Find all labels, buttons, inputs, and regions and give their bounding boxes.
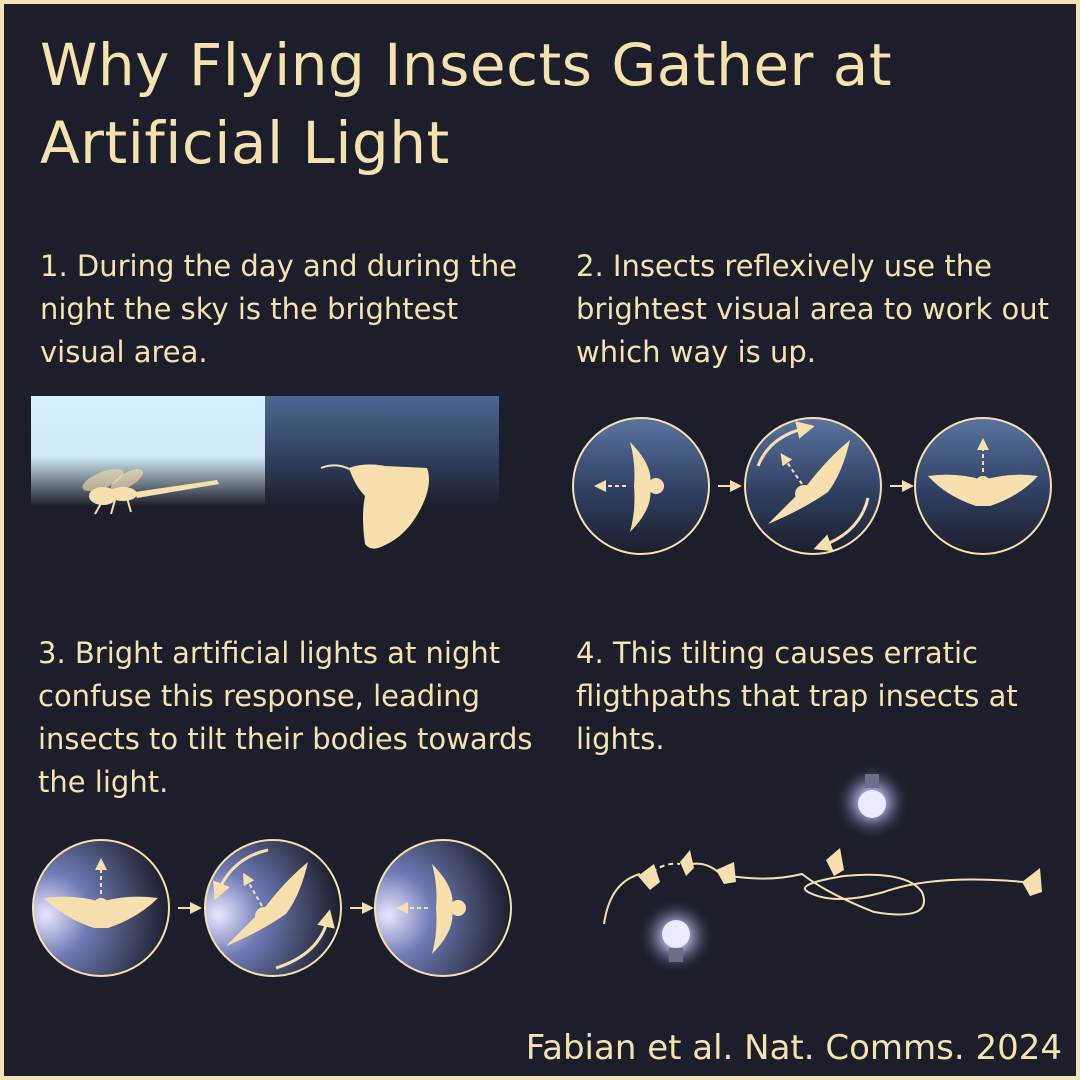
orientation-circle-1: [572, 417, 710, 555]
panel-4-flightpaths: [603, 764, 1042, 974]
moth-icons: [638, 848, 1042, 896]
orientation-circle-2: [744, 417, 882, 555]
panel-1-sky-comparison: [31, 396, 499, 549]
step-3-text: 3. Bright artificial lights at night con…: [38, 636, 533, 799]
day-sky-panel: [31, 396, 265, 506]
panel-3-light-confusion-sequence: [32, 839, 512, 977]
light-circle-2: [204, 839, 342, 977]
light-circle-1: [32, 839, 170, 977]
light-circle-3: [374, 839, 512, 977]
step-2-text: 2. Insects reflexively use the brightest…: [576, 249, 1049, 369]
orientation-circle-3: [914, 417, 1052, 555]
step-4-text: 4. This tilting causes erratic fligthpat…: [576, 636, 1018, 756]
step-1-text: 1. During the day and during the night t…: [40, 249, 518, 369]
moth-side-silhouette: [320, 464, 429, 549]
citation: Fabian et al. Nat. Comms. 2024: [525, 1028, 1062, 1068]
page-title: Why Flying Insects Gather at Artificial …: [40, 31, 893, 177]
lamp-2-icon: [638, 898, 714, 974]
lamp-1-icon: [834, 764, 910, 840]
dragonfly-silhouette: [82, 468, 219, 515]
flight-path-lines: [603, 862, 1025, 925]
panel-2-orientation-sequence: [572, 417, 1052, 555]
